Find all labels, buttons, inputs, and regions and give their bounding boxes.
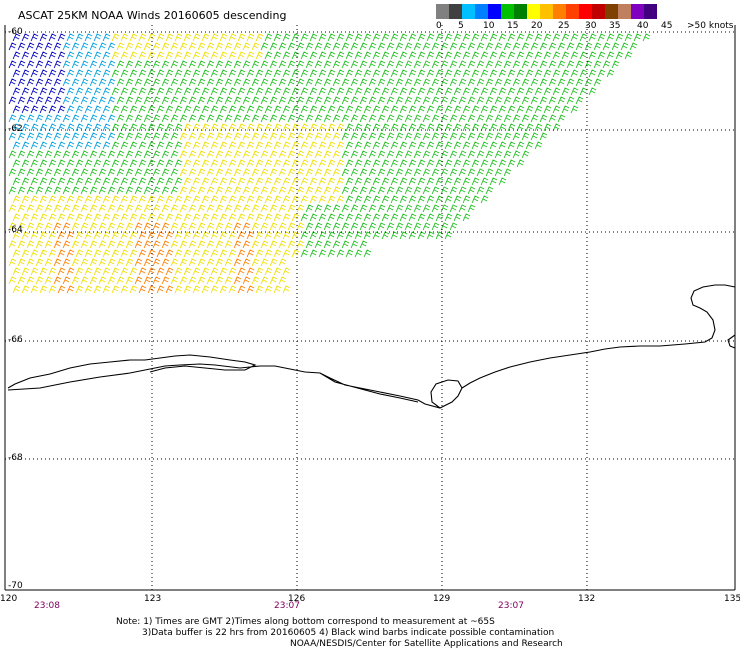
- graticule: [5, 25, 735, 590]
- antarctic-coastline: [7, 284, 736, 409]
- legend-swatch: [540, 4, 553, 19]
- legend-swatch: [527, 4, 540, 19]
- legend-swatch: [553, 4, 566, 19]
- legend-swatch: [566, 4, 579, 19]
- time-label: 23:07: [498, 601, 524, 611]
- legend-label: 15: [507, 21, 519, 31]
- wind-barbs: [53, 222, 255, 294]
- legend-swatch: [462, 4, 475, 19]
- wind-speed-color-legend: [436, 4, 657, 19]
- wind-barbs: [8, 33, 345, 294]
- lon-label: 132: [578, 594, 596, 604]
- legend-swatch: [605, 4, 618, 19]
- wind-speed-legend-labels: 0 5 10 15 20 25 30 35 40 45 >50 knots: [433, 21, 734, 33]
- legend-label: 0: [436, 21, 442, 31]
- legend-swatch: [618, 4, 631, 19]
- wind-barbs: [8, 33, 116, 150]
- lon-label: 120: [0, 594, 18, 604]
- legend-swatch: [579, 4, 592, 19]
- legend-label: 40: [637, 21, 649, 31]
- time-label: 23:08: [34, 601, 60, 611]
- legend-label: 5: [458, 21, 464, 31]
- legend-label: 30: [585, 21, 597, 31]
- lat-label: -60: [8, 27, 23, 37]
- map-frame: [4, 25, 736, 591]
- wind-barbs: [8, 33, 651, 258]
- lon-label: 135: [724, 594, 740, 604]
- lat-label: -68: [8, 453, 23, 463]
- footnote-line-2: 3)Data buffer is 22 hrs from 20160605 4)…: [142, 628, 555, 638]
- legend-swatch: [488, 4, 501, 19]
- footnote-credit: NOAA/NESDIS/Center for Satellite Applica…: [290, 639, 563, 649]
- legend-swatch: [475, 4, 488, 19]
- legend-swatch: [514, 4, 527, 19]
- legend-label: 10: [483, 21, 495, 31]
- footnote-line-1: Note: 1) Times are GMT 2)Times along bot…: [116, 617, 495, 627]
- legend-swatch: [501, 4, 514, 19]
- wind-barb-field: [8, 33, 651, 294]
- lat-label: -62: [8, 124, 23, 134]
- lon-label: 126: [288, 594, 306, 604]
- wind-barbs: [8, 33, 66, 114]
- lon-label: 123: [144, 594, 162, 604]
- legend-label: 25: [558, 21, 570, 31]
- legend-swatch: [644, 4, 657, 19]
- legend-swatch: [436, 4, 449, 19]
- legend-label: 45: [661, 21, 673, 31]
- legend-swatch: [631, 4, 644, 19]
- legend-label: 35: [609, 21, 621, 31]
- time-label: 23:07: [274, 601, 300, 611]
- lat-label: -70: [8, 581, 23, 591]
- map-title: ASCAT 25KM NOAA Winds 20160605 descendin…: [18, 9, 287, 22]
- lat-label: -66: [8, 335, 23, 345]
- legend-label: >50 knots: [687, 21, 734, 31]
- lon-label: 129: [433, 594, 451, 604]
- legend-label: 20: [531, 21, 543, 31]
- lat-label: -64: [8, 225, 23, 235]
- legend-swatch: [592, 4, 605, 19]
- legend-swatch: [449, 4, 462, 19]
